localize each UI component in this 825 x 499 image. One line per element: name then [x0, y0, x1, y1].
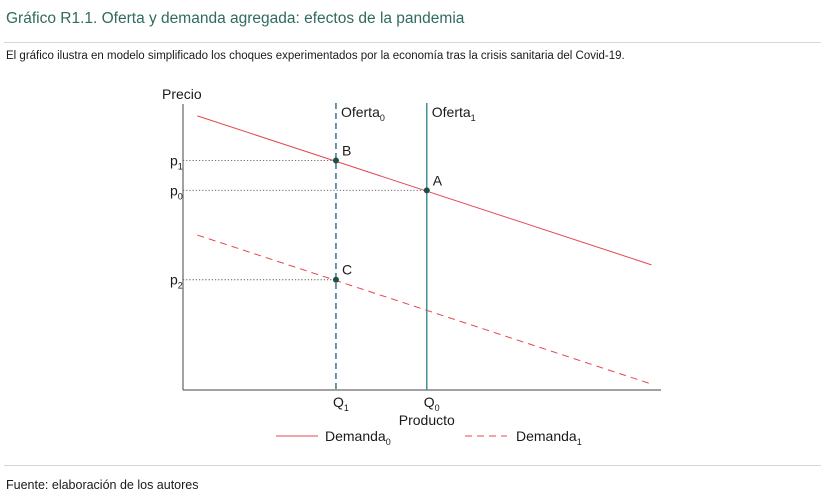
point-a	[423, 187, 430, 194]
legend-label-demanda1: Demanda1	[516, 428, 582, 447]
x-tick-q0: Q0	[424, 394, 440, 413]
series-demanda1	[197, 234, 652, 385]
chart-title: Gráfico R1.1. Oferta y demanda agregada:…	[6, 10, 465, 27]
chart-description: El gráfico ilustra en modelo simplificad…	[6, 50, 625, 62]
y-tick-p1: p1	[170, 153, 183, 172]
label-oferta1: Oferta1	[432, 104, 476, 123]
point-label-c: C	[342, 262, 352, 278]
chart-source: Fuente: elaboración de los autores	[6, 478, 199, 492]
y-axis-label: Precio	[162, 86, 202, 102]
point-c	[332, 276, 339, 283]
point-label-a: A	[433, 172, 443, 188]
y-tick-p0: p0	[170, 182, 183, 201]
x-axis-label: Producto	[399, 412, 455, 428]
y-tick-p2: p2	[170, 272, 183, 291]
label-oferta0: Oferta0	[341, 104, 385, 123]
x-tick-q1: Q1	[333, 394, 349, 413]
bottom-divider	[4, 465, 821, 466]
point-label-b: B	[342, 143, 351, 159]
point-b	[332, 157, 339, 164]
legend-label-demanda0: Demanda0	[325, 428, 391, 447]
top-divider	[4, 42, 821, 43]
